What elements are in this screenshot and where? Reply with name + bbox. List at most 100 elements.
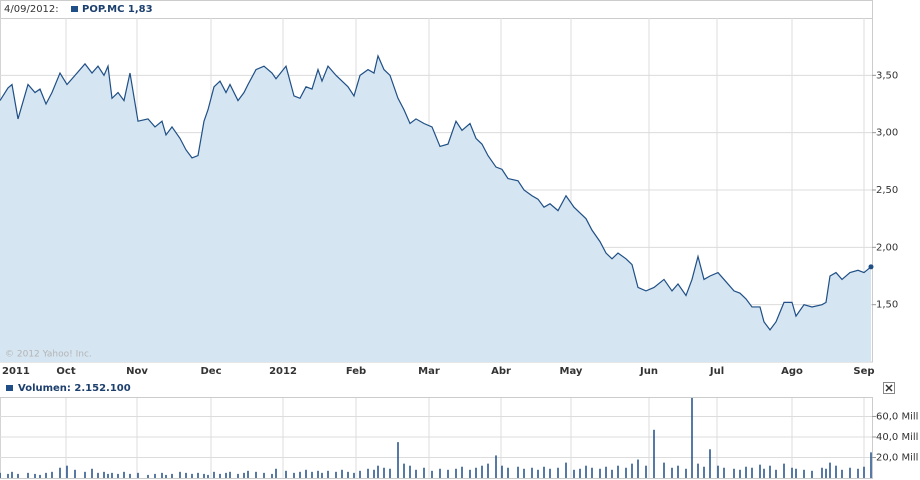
volume-bar	[751, 467, 753, 478]
volume-bar	[495, 455, 497, 478]
x-tick-label: Oct	[56, 366, 75, 377]
volume-bar	[347, 471, 349, 478]
volume-bar	[863, 466, 865, 478]
y-tick-label: 1,50	[876, 300, 898, 311]
volume-bar	[579, 468, 581, 478]
volume-bar	[631, 463, 633, 478]
volume-bar	[305, 469, 307, 478]
legend-label: POP.MC 1,83	[82, 4, 153, 15]
panel: 20,0 Mill 40,0 Mill 60,0 Mill	[0, 398, 918, 478]
volume-bar	[213, 471, 215, 478]
volume-bar	[321, 472, 323, 478]
x-tick-label: 2012	[269, 366, 297, 377]
volume-bar	[293, 472, 295, 478]
volume-bar	[439, 468, 441, 478]
volume-bar	[137, 472, 139, 478]
volume-bar	[549, 468, 551, 478]
volume-bar	[317, 470, 319, 478]
volume-bar	[11, 471, 13, 478]
volume-bar	[507, 467, 509, 478]
volume-bar	[409, 465, 411, 478]
volume-bar	[763, 468, 765, 478]
volume-bar	[775, 469, 777, 478]
volume-bar	[501, 465, 503, 478]
volume-bar	[34, 473, 36, 478]
volume-bar	[389, 468, 391, 478]
volume-bar	[17, 473, 19, 478]
x-tick-label: Mar	[418, 366, 440, 377]
volume-bar	[849, 467, 851, 478]
volume-bar	[455, 468, 457, 478]
volume-bar	[625, 467, 627, 478]
credit: © 2012 Yahoo! Inc.	[5, 350, 92, 360]
y-tick-label: 3,00	[876, 128, 898, 139]
volume-bar	[769, 465, 771, 478]
volume-bar	[299, 471, 301, 478]
volume-bar	[161, 472, 163, 478]
volume-bar	[431, 470, 433, 478]
volume-bar	[523, 468, 525, 478]
volume-bar	[111, 472, 113, 478]
volume-bar	[367, 468, 369, 478]
y-tick-label: 40,0 Mill	[876, 432, 918, 443]
volume-bar	[857, 468, 859, 478]
volume-bar	[383, 467, 385, 478]
volume-bar	[117, 473, 119, 478]
volume-bar	[469, 469, 471, 478]
volume-bar	[275, 468, 277, 478]
volume-bar	[203, 473, 205, 478]
volume-bar	[397, 442, 399, 478]
volume-bar	[353, 472, 355, 478]
volume-bar	[841, 469, 843, 478]
volume-bar	[229, 471, 231, 478]
volume-bar	[637, 459, 639, 478]
volume-bar	[803, 469, 805, 478]
volume-bar	[129, 473, 131, 478]
volume-frame	[0, 397, 873, 479]
volume-legend-swatch	[6, 385, 13, 391]
volume-bar	[543, 466, 545, 478]
volume-bar	[811, 470, 813, 478]
volume-bar	[147, 474, 149, 478]
volume-bar	[423, 467, 425, 478]
volume-bar	[605, 466, 607, 478]
volume-legend-label: Volumen: 2.152.100	[18, 383, 131, 394]
volume-bar	[377, 465, 379, 478]
volume-bar	[671, 467, 673, 478]
legend-swatch	[71, 6, 78, 12]
volume-bar	[97, 472, 99, 478]
volume-bar	[415, 469, 417, 478]
volume-bar	[591, 467, 593, 478]
volume-bar	[165, 474, 167, 478]
x-tick-label: Sep	[853, 366, 874, 377]
volume-bar	[103, 471, 105, 478]
volume-bar	[617, 465, 619, 478]
volume-bar	[91, 468, 93, 478]
volume-bar	[821, 467, 823, 478]
volume-bar	[84, 471, 86, 478]
volume-bar	[835, 465, 837, 478]
x-tick-label: May	[560, 366, 583, 377]
volume-bar	[179, 471, 181, 478]
volume-bar	[359, 470, 361, 478]
volume-bar	[481, 465, 483, 478]
volume-bar	[565, 462, 567, 478]
volume-bar	[373, 469, 375, 478]
x-tick-label: Nov	[126, 366, 148, 377]
volume-bar	[870, 452, 872, 478]
volume-bar	[691, 398, 693, 478]
x-tick-label: Jun	[639, 366, 658, 377]
volume-bar	[219, 473, 221, 478]
volume-bar	[123, 471, 125, 478]
volume-bar	[825, 468, 827, 478]
volume-bar	[51, 471, 53, 478]
close-button[interactable]	[883, 382, 895, 394]
volume-bar	[829, 462, 831, 478]
x-tick-label: 2011	[2, 366, 30, 377]
price-line	[0, 53, 872, 331]
volume-bar	[663, 462, 665, 478]
volume-bar	[154, 473, 156, 478]
volume-bar	[263, 472, 265, 478]
volume-bar	[645, 465, 647, 478]
volume-bar	[537, 469, 539, 478]
